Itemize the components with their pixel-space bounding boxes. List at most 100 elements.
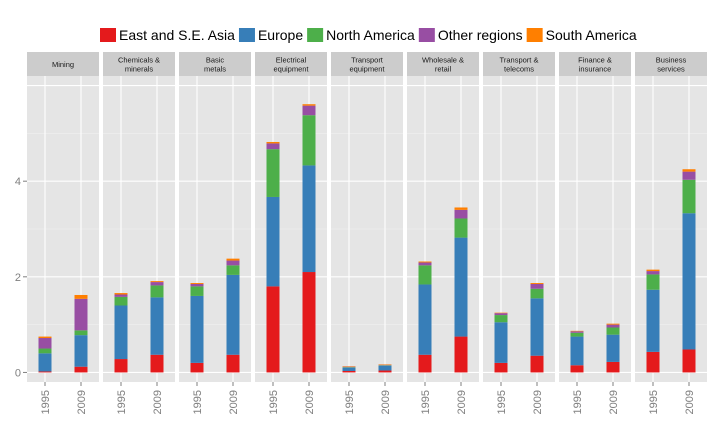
x-tick-label: 1995 (344, 390, 356, 414)
bar-segment (378, 365, 392, 371)
x-tick-label: 2009 (380, 390, 392, 414)
bar-segment (530, 298, 544, 356)
x-tick-label: 1995 (116, 390, 128, 414)
bar-segment (302, 272, 316, 373)
facet-panel: Mining 1995 2009 (27, 52, 99, 414)
x-tick-label: 1995 (496, 390, 508, 414)
x-tick-label: 1995 (648, 390, 660, 414)
legend-swatch (238, 28, 255, 42)
facet-title: Wholesale & (422, 56, 464, 65)
bar-segment (454, 237, 468, 337)
legend-label: Other regions (438, 27, 523, 43)
bar-segment (378, 370, 392, 373)
bar-segment (454, 207, 468, 210)
facet-title: services (657, 65, 685, 74)
bar-segment (38, 353, 52, 372)
x-tick-label: 2009 (456, 390, 468, 414)
x-tick-label: 2009 (228, 390, 240, 414)
bar-segment (266, 196, 280, 287)
bar-segment (190, 283, 204, 284)
bar-segment (646, 289, 660, 352)
bar-segment (606, 361, 620, 373)
x-tick-label: 2009 (684, 390, 696, 414)
facet-title: retail (435, 65, 452, 74)
facet-strip (331, 52, 403, 76)
bar-segment (266, 141, 280, 144)
y-tick-label: 2 (15, 272, 21, 284)
facet-title: Finance & (578, 56, 612, 65)
legend-item: East and S.E. Asia (100, 27, 235, 43)
facet-title: Electrical (276, 56, 307, 65)
bar-segment (454, 218, 468, 238)
bar-segment (606, 323, 620, 325)
bar-segment (302, 105, 316, 116)
bar-segment (150, 282, 164, 286)
bar-segment (114, 293, 128, 295)
facet-title: Mining (52, 60, 74, 69)
bar-segment (266, 149, 280, 197)
legend-label: South America (546, 27, 637, 43)
bar-segment (38, 348, 52, 354)
legend-label: Europe (258, 27, 303, 43)
bar-segment (114, 296, 128, 306)
bar-segment (570, 336, 584, 366)
facet-title: Chemicals & (118, 56, 160, 65)
bar-segment (114, 359, 128, 373)
bar-segment (150, 285, 164, 298)
x-tick-label: 2009 (76, 390, 88, 414)
facet-strip (407, 52, 479, 76)
legend-item: South America (526, 27, 637, 43)
bar-segment (150, 354, 164, 373)
x-tick-label: 2009 (152, 390, 164, 414)
bar-segment (570, 365, 584, 373)
facet-panels: Mining 1995 2009 Chemicals &minerals 1995 200… (27, 52, 707, 414)
x-tick-label: 1995 (572, 390, 584, 414)
bar-segment (454, 209, 468, 219)
x-tick-label: 1995 (420, 390, 432, 414)
legend-label: North America (326, 27, 415, 43)
bar-segment (530, 283, 544, 284)
bar-segment (190, 295, 204, 363)
bar-segment (418, 261, 432, 263)
bar-segment (530, 283, 544, 289)
facet-title: Business (656, 56, 687, 65)
bar-segment (418, 265, 432, 285)
bar-segment (570, 332, 584, 337)
facet-title: insurance (579, 65, 612, 74)
legend-item: North America (307, 27, 415, 43)
bar-segment (530, 355, 544, 373)
bar-segment (606, 334, 620, 362)
bar-segment (74, 298, 88, 331)
bar-segment (494, 315, 508, 323)
bar-segment (38, 371, 52, 373)
bar-segment (74, 294, 88, 299)
bar-segment (646, 269, 660, 272)
y-tick-label: 0 (15, 367, 21, 379)
legend-label: East and S.E. Asia (119, 27, 235, 43)
bar-segment (266, 143, 280, 150)
facet-strip (255, 52, 327, 76)
facet-title: Basic (206, 56, 225, 65)
legend: East and S.E. Asia Europe North America Oth… (100, 27, 637, 43)
bar-segment (342, 367, 356, 372)
facet-title: telecoms (504, 65, 534, 74)
bar-segment (530, 288, 544, 299)
bar-segment (682, 171, 696, 180)
facet-panel: Wholesale &retail 1995 2009 (407, 52, 479, 414)
bar-segment (494, 313, 508, 316)
facet-strip (103, 52, 175, 76)
bar-segment (266, 286, 280, 373)
facet-title: equipment (349, 65, 385, 74)
bar-segment (302, 165, 316, 273)
bar-segment (38, 338, 52, 349)
bar-segment (150, 281, 164, 283)
legend-swatch (100, 28, 116, 42)
bar-segment (342, 371, 356, 373)
facet-strip (559, 52, 631, 76)
bar-segment (682, 349, 696, 373)
bar-segment (646, 271, 660, 275)
bar-segment (646, 274, 660, 290)
